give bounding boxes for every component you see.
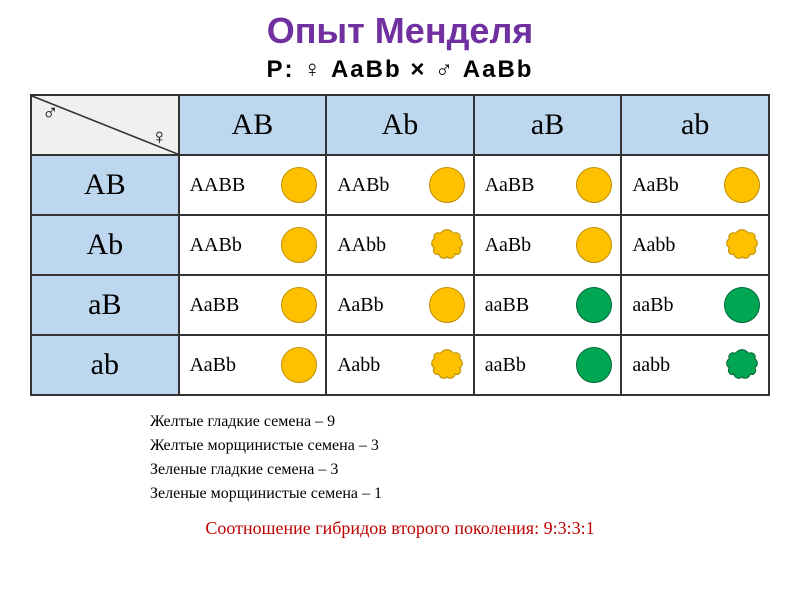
phenotype-icon bbox=[281, 347, 317, 383]
genotype-cell: ААВb bbox=[179, 215, 327, 275]
table-row: Аb ААВb ААbb АаВb Ааbb bbox=[31, 215, 769, 275]
genotype-cell: АаВb bbox=[474, 215, 622, 275]
phenotype-icon bbox=[429, 287, 465, 323]
page-title: Опыт Менделя bbox=[30, 10, 770, 52]
table-row: аВ АаВВ АаВb ааВВ ааВb bbox=[31, 275, 769, 335]
genotype-cell: ААВВ bbox=[179, 155, 327, 215]
ratio-text: Соотношение гибридов второго поколения: … bbox=[30, 518, 770, 539]
legend-line: Зеленые морщинистые семена – 1 bbox=[150, 482, 770, 506]
genotype-cell: АаВb bbox=[621, 155, 769, 215]
genotype-cell: ААВb bbox=[326, 155, 474, 215]
genotype-cell: ааВb bbox=[621, 275, 769, 335]
phenotype-icon bbox=[429, 227, 465, 263]
phenotype-icon bbox=[281, 287, 317, 323]
row-header: аb bbox=[31, 335, 179, 395]
punnett-square: ♂ ♀ АВ Аb аВ аb АВ ААВВ ААВb АаВВ АаВb А… bbox=[30, 94, 770, 396]
parent-cross: P: ♀ AaBb × ♂ AaBb bbox=[30, 56, 770, 84]
genotype-cell: Ааbb bbox=[621, 215, 769, 275]
female-symbol: ♀ bbox=[151, 124, 168, 150]
genotype-cell: АаВb bbox=[326, 275, 474, 335]
phenotype-icon bbox=[281, 227, 317, 263]
row-header: Аb bbox=[31, 215, 179, 275]
genotype-cell: АаВb bbox=[179, 335, 327, 395]
legend-line: Желтые гладкие семена – 9 bbox=[150, 410, 770, 434]
phenotype-icon bbox=[576, 287, 612, 323]
table-row: АВ ААВВ ААВb АаВВ АаВb bbox=[31, 155, 769, 215]
genotype-cell: ААbb bbox=[326, 215, 474, 275]
legend-line: Зеленые гладкие семена – 3 bbox=[150, 458, 770, 482]
genotype-cell: ааВВ bbox=[474, 275, 622, 335]
phenotype-icon bbox=[576, 347, 612, 383]
row-header: аВ bbox=[31, 275, 179, 335]
phenotype-icon bbox=[724, 347, 760, 383]
col-header: АВ bbox=[179, 95, 327, 155]
genotype-cell: АаВВ bbox=[474, 155, 622, 215]
col-header: аb bbox=[621, 95, 769, 155]
legend-line: Желтые морщинистые семена – 3 bbox=[150, 434, 770, 458]
col-header: Аb bbox=[326, 95, 474, 155]
genotype-cell: Ааbb bbox=[326, 335, 474, 395]
phenotype-icon bbox=[429, 167, 465, 203]
phenotype-icon bbox=[281, 167, 317, 203]
phenotype-icon bbox=[429, 347, 465, 383]
legend: Желтые гладкие семена – 9 Желтые морщини… bbox=[150, 410, 770, 506]
genotype-cell: ааbb bbox=[621, 335, 769, 395]
phenotype-icon bbox=[724, 227, 760, 263]
phenotype-icon bbox=[576, 167, 612, 203]
phenotype-icon bbox=[724, 167, 760, 203]
row-header: АВ bbox=[31, 155, 179, 215]
phenotype-icon bbox=[576, 227, 612, 263]
corner-cell: ♂ ♀ bbox=[31, 95, 179, 155]
genotype-cell: ааВb bbox=[474, 335, 622, 395]
genotype-cell: АаВВ bbox=[179, 275, 327, 335]
phenotype-icon bbox=[724, 287, 760, 323]
table-row: аb АаВb Ааbb ааВb ааbb bbox=[31, 335, 769, 395]
male-symbol: ♂ bbox=[42, 100, 59, 126]
col-header: аВ bbox=[474, 95, 622, 155]
